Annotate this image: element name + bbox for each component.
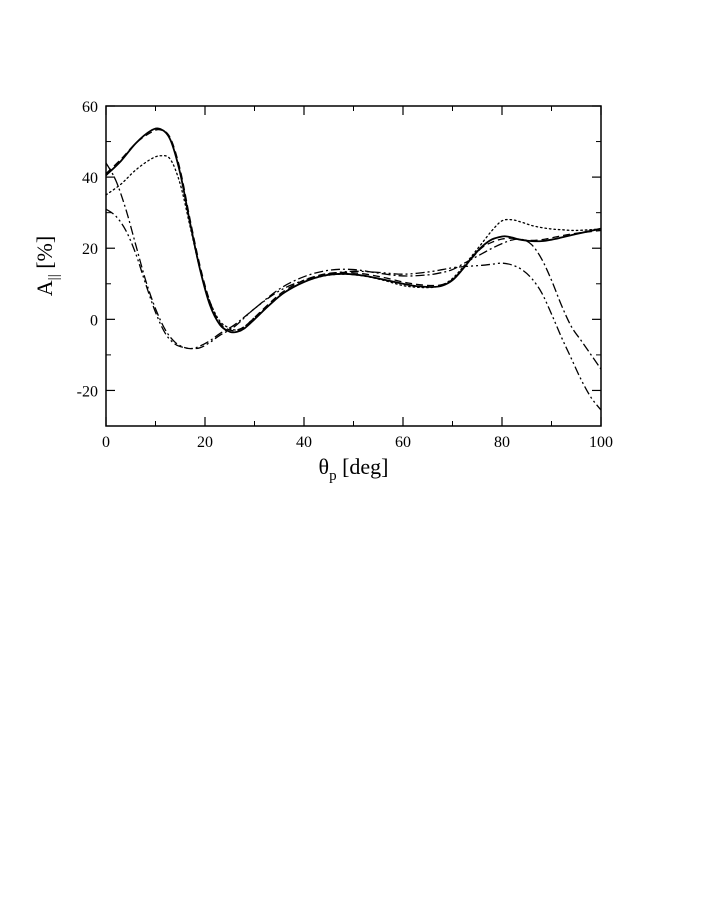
series-line-dotted <box>105 155 602 331</box>
series-layer <box>105 127 602 411</box>
series-line-dashed <box>105 128 602 332</box>
plot-area: 0 20 40 60 80 100 -20 0 20 40 60 <box>77 99 613 451</box>
y-tick-label: 20 <box>82 241 98 258</box>
x-tick-label: 100 <box>589 434 613 451</box>
y-axis-subscript: || <box>46 274 62 280</box>
x-tick-label: 40 <box>296 434 312 451</box>
y-tick-label: 40 <box>82 170 98 187</box>
x-tick-label: 80 <box>494 434 510 451</box>
series-line-dashdot <box>105 162 602 370</box>
x-axis-subscript: p <box>329 468 337 484</box>
y-tick-label: 0 <box>90 312 98 329</box>
y-axis-label: A|| [%] <box>32 236 62 296</box>
tick-layer: 0 20 40 60 80 100 -20 0 20 40 60 <box>77 99 613 451</box>
y-axis-unit: [%] <box>32 236 57 274</box>
y-tick-label: 60 <box>82 99 98 116</box>
y-tick-label: -20 <box>77 383 98 400</box>
series-line-dashdotdot <box>105 208 602 411</box>
x-tick-label: 20 <box>197 434 213 451</box>
x-axis-symbol: θ <box>319 454 330 479</box>
x-tick-label: 0 <box>102 434 110 451</box>
x-axis-unit: [deg] <box>337 454 389 479</box>
x-axis-label: θp [deg] <box>319 454 389 484</box>
x-tick-label: 60 <box>395 434 411 451</box>
y-axis-symbol: A <box>32 280 57 296</box>
